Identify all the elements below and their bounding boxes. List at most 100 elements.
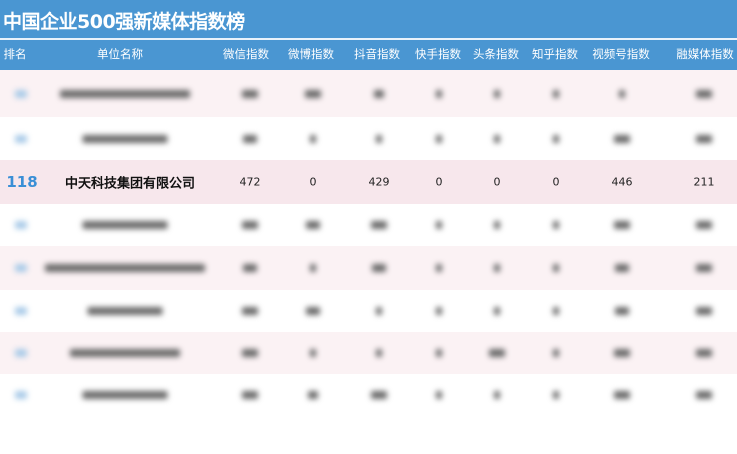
blurred-value — [436, 221, 442, 229]
blurred-name — [60, 89, 190, 98]
blurred-value — [494, 221, 500, 229]
blurred-value — [242, 307, 258, 315]
blurred-value — [489, 349, 505, 357]
blurred-value — [494, 391, 500, 399]
table-header: 排名 单位名称 微信指数 微博指数 抖音指数 快手指数 头条指数 知乎指数 视频… — [0, 40, 737, 70]
blurred-name — [87, 307, 163, 315]
blurred-name — [82, 391, 168, 399]
blurred-value — [371, 391, 387, 399]
blurred-rank — [15, 307, 27, 315]
column-header-rongmeiti: 融媒体指数 — [676, 47, 734, 61]
blurred-value — [306, 307, 320, 315]
blurred-value — [696, 349, 712, 357]
column-header-weixin: 微信指数 — [223, 47, 269, 61]
blurred-value — [308, 391, 318, 399]
kuaishou-index: 0 — [435, 175, 443, 189]
blurred-content — [0, 204, 737, 246]
blurred-content — [0, 290, 737, 332]
blurred-value — [436, 89, 442, 98]
blurred-value — [242, 89, 258, 98]
toutiao-index: 0 — [493, 175, 501, 189]
blurred-rank — [15, 134, 27, 143]
blurred-rank — [15, 391, 27, 399]
blurred-name — [82, 134, 168, 143]
blurred-rank — [15, 349, 27, 357]
blurred-value — [494, 134, 500, 143]
blurred-value — [696, 89, 712, 98]
column-header-weibo: 微博指数 — [288, 47, 334, 61]
page-title: 中国企业500强新媒体指数榜 — [3, 11, 245, 33]
blurred-value — [614, 221, 630, 229]
blurred-value — [619, 89, 625, 98]
blurred-rank — [15, 264, 27, 272]
blurred-value — [436, 391, 442, 399]
weibo-index: 0 — [309, 175, 317, 189]
column-header-kuaishou: 快手指数 — [415, 47, 461, 61]
column-header-toutiao: 头条指数 — [473, 47, 519, 61]
zhihu-index: 0 — [552, 175, 560, 189]
blurred-value — [553, 89, 559, 98]
shipinhao-index: 446 — [611, 175, 633, 189]
blurred-value — [696, 134, 712, 143]
blurred-value — [696, 221, 712, 229]
blurred-value — [242, 221, 258, 229]
blurred-value — [310, 264, 316, 272]
blurred-value — [494, 307, 500, 315]
blurred-value — [242, 349, 258, 357]
blurred-value — [306, 221, 320, 229]
blurred-content — [0, 246, 737, 290]
blurred-value — [372, 264, 386, 272]
blurred-value — [696, 264, 712, 272]
table-row-highlighted: 118 中天科技集团有限公司 472 0 429 0 0 0 446 211 — [0, 160, 737, 204]
blurred-value — [494, 264, 500, 272]
blurred-value — [305, 89, 321, 98]
blurred-value — [371, 221, 387, 229]
rongmeiti-index: 211 — [693, 175, 715, 189]
blurred-value — [436, 349, 442, 357]
blurred-value — [376, 134, 382, 143]
blurred-value — [310, 134, 316, 143]
blurred-content — [0, 70, 737, 117]
blurred-content — [0, 332, 737, 374]
blurred-value — [614, 134, 630, 143]
blurred-value — [376, 349, 382, 357]
blurred-name — [45, 264, 205, 272]
blurred-value — [696, 307, 712, 315]
blurred-value — [553, 221, 559, 229]
rank: 118 — [6, 173, 38, 191]
column-header-name: 单位名称 — [97, 47, 143, 61]
column-header-zhihu: 知乎指数 — [532, 47, 578, 61]
blurred-rank — [15, 89, 27, 98]
blurred-value — [615, 264, 629, 272]
weixin-index: 472 — [239, 175, 261, 189]
blurred-value — [436, 307, 442, 315]
blurred-value — [614, 349, 630, 357]
blurred-value — [436, 264, 442, 272]
blurred-name — [70, 349, 180, 357]
blurred-value — [553, 391, 559, 399]
blurred-content — [0, 374, 737, 416]
blurred-value — [553, 264, 559, 272]
blurred-name — [82, 221, 168, 229]
blurred-value — [242, 391, 258, 399]
company-name: 中天科技集团有限公司 — [64, 176, 196, 192]
column-header-shipinhao: 视频号指数 — [592, 47, 650, 61]
blurred-value — [436, 134, 442, 143]
blurred-value — [243, 134, 257, 143]
column-header-douyin: 抖音指数 — [354, 47, 400, 61]
blurred-value — [553, 134, 559, 143]
blurred-value — [376, 307, 382, 315]
blurred-value — [374, 89, 384, 98]
blurred-value — [243, 264, 257, 272]
blurred-value — [696, 391, 712, 399]
blurred-rank — [15, 221, 27, 229]
douyin-index: 429 — [368, 175, 390, 189]
blurred-value — [614, 391, 630, 399]
blurred-value — [494, 89, 500, 98]
title-bar: 中国企业500强新媒体指数榜 — [0, 0, 737, 38]
blurred-value — [553, 307, 559, 315]
blurred-value — [553, 349, 559, 357]
divider — [0, 38, 737, 40]
blurred-content — [0, 117, 737, 160]
blurred-value — [310, 349, 316, 357]
